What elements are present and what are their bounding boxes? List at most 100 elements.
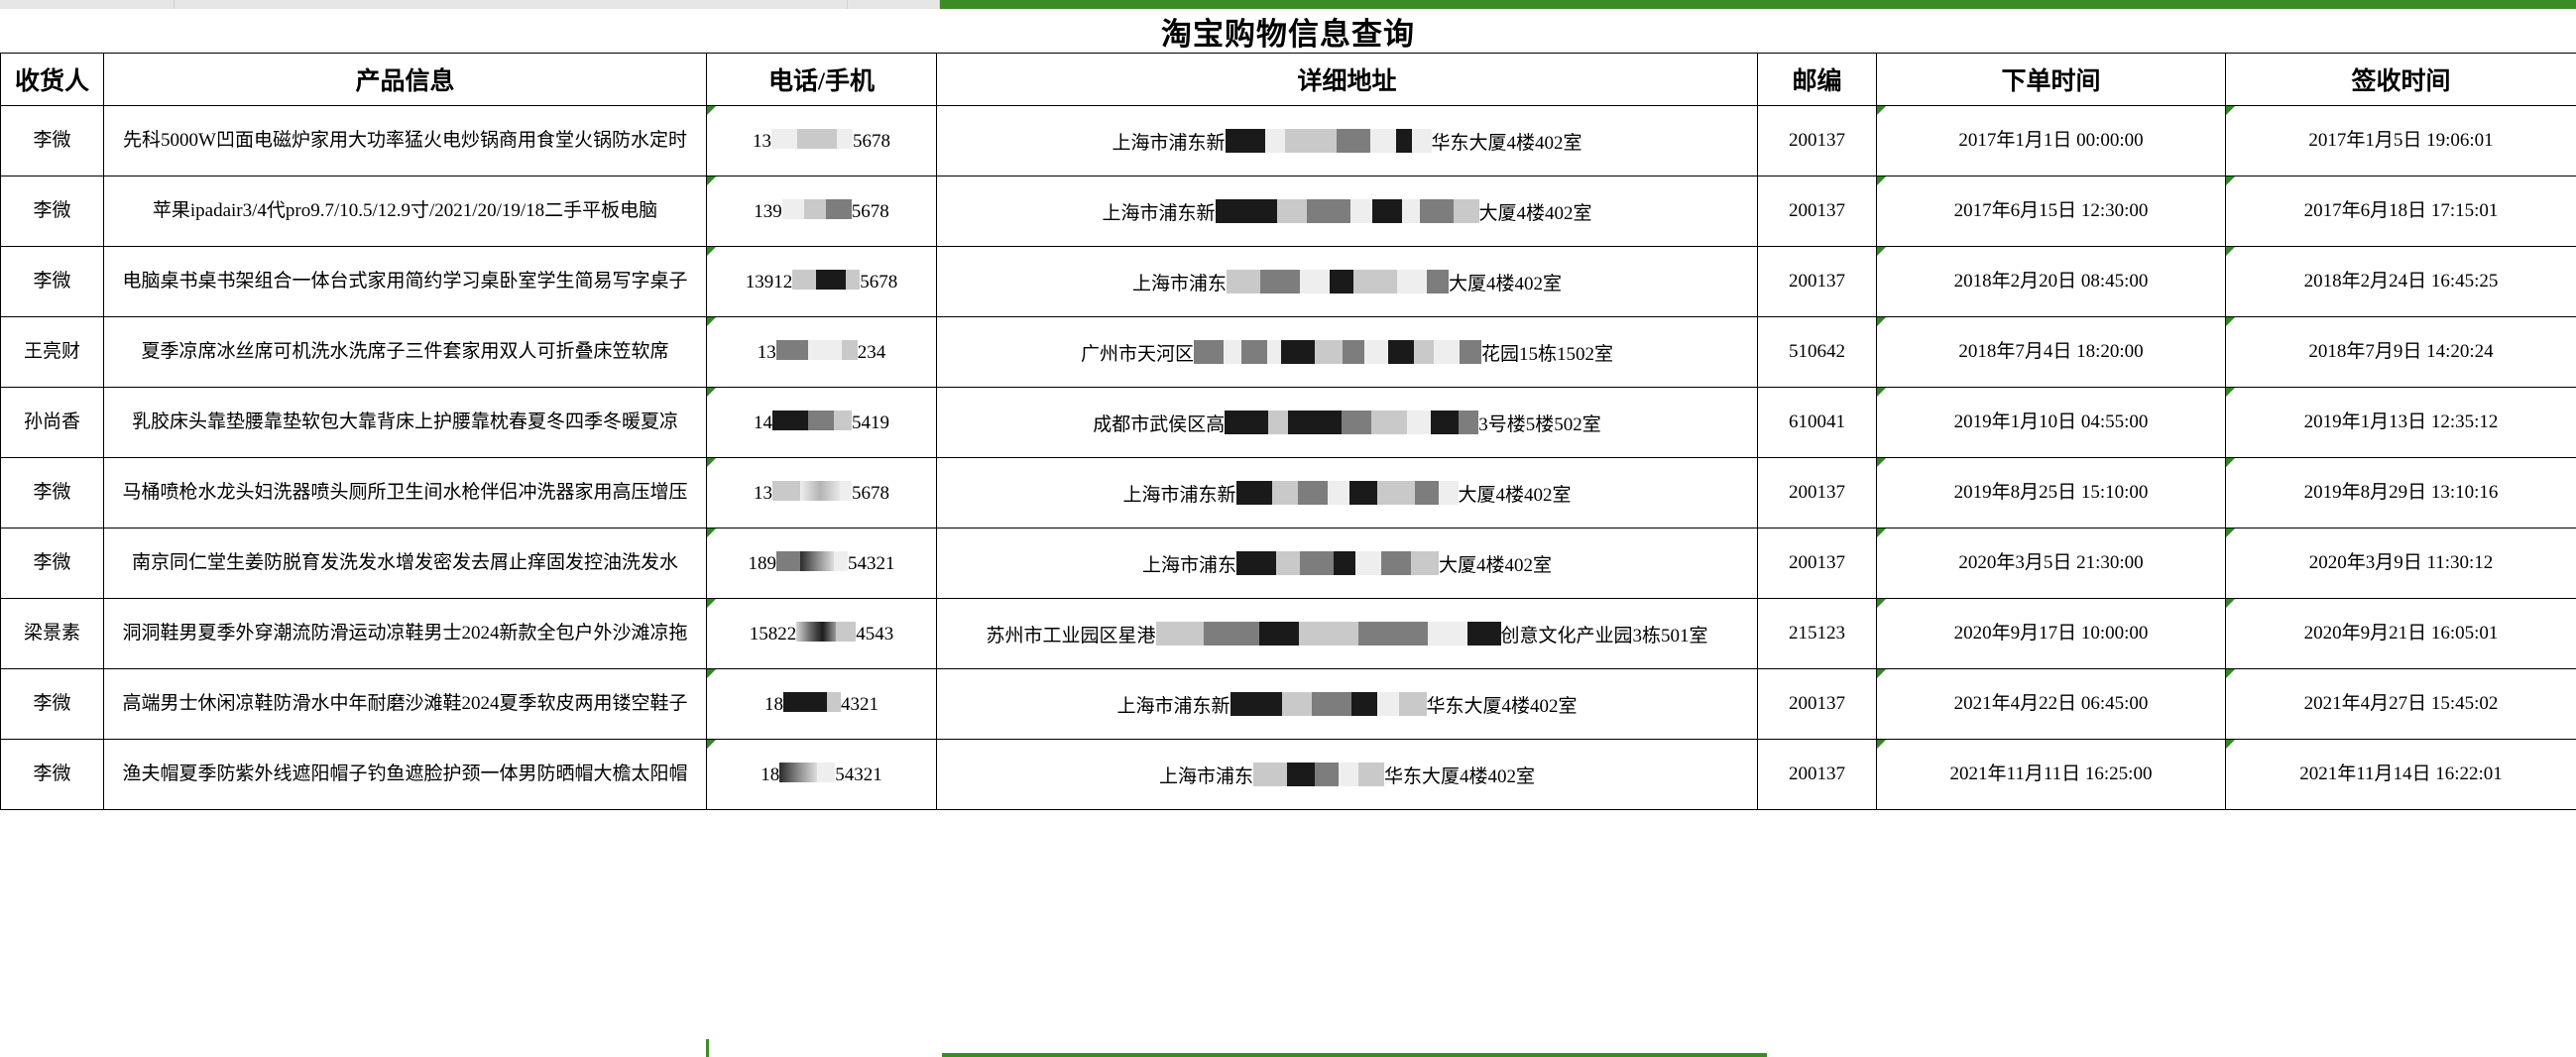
cell-product[interactable]: 乳胶床头靠垫腰靠垫软包大靠背床上护腰靠枕春夏冬四季冬暖夏凉: [103, 387, 707, 458]
cell-zip[interactable]: 200137: [1757, 528, 1877, 599]
cell-order-time[interactable]: 2020年9月17日 10:00:00: [1876, 598, 2226, 669]
cell-recipient[interactable]: 李微: [0, 739, 104, 810]
cell-order-time[interactable]: 2019年8月25日 15:10:00: [1876, 457, 2226, 528]
cell-zip[interactable]: 510642: [1757, 316, 1877, 388]
cell-recipient[interactable]: 孙尚香: [0, 387, 104, 458]
cell-sign-time[interactable]: 2018年7月9日 14:20:24: [2225, 316, 2576, 388]
cell-sign-time[interactable]: 2017年6月18日 17:15:01: [2225, 176, 2576, 247]
table-row[interactable]: 李微 马桶喷枪水龙头妇洗器喷头厕所卫生间水枪伴侣冲洗器家用高压增压 13 5678 上海…: [0, 457, 2576, 528]
cell-zip[interactable]: 200137: [1757, 457, 1877, 528]
cell-product[interactable]: 苹果ipadair3/4代pro9.7/10.5/12.9寸/2021/20/1…: [103, 176, 707, 247]
cell-recipient[interactable]: 李微: [0, 668, 104, 740]
cell-address[interactable]: 上海市浦东 大厦4楼402室: [936, 246, 1758, 317]
cell-recipient[interactable]: 李微: [0, 457, 104, 528]
cell-address[interactable]: 上海市浦东新 华东大厦4楼402室: [936, 668, 1758, 740]
cell-order-time[interactable]: 2020年3月5日 21:30:00: [1876, 528, 2226, 599]
column-header-order-time[interactable]: 下单时间: [1876, 53, 2226, 106]
cell-recipient[interactable]: 梁景素: [0, 598, 104, 669]
cell-product[interactable]: 夏季凉席冰丝席可机洗水洗席子三件套家用双人可折叠床笠软席: [103, 316, 707, 388]
cell-address[interactable]: 苏州市工业园区星港 创意文化产业园3栋501室: [936, 598, 1758, 669]
cell-product[interactable]: 洞洞鞋男夏季外穿潮流防滑运动凉鞋男士2024新款全包户外沙滩凉拖: [103, 598, 707, 669]
table-row[interactable]: 王亮财 夏季凉席冰丝席可机洗水洗席子三件套家用双人可折叠床笠软席 13 234 广州市天…: [0, 316, 2576, 388]
address-suffix: 大厦4楼402室: [1478, 202, 1592, 224]
cell-zip[interactable]: 200137: [1757, 176, 1877, 247]
cell-recipient[interactable]: 王亮财: [0, 316, 104, 388]
cell-address[interactable]: 广州市天河区 花园15栋1502室: [936, 316, 1758, 388]
cell-phone[interactable]: 13912 5678: [706, 246, 937, 317]
cell-product[interactable]: 南京同仁堂生姜防脱育发洗发水增发密发去屑止痒固发控油洗发水: [103, 528, 707, 599]
cell-recipient[interactable]: 李微: [0, 105, 104, 176]
cell-sign-time[interactable]: 2018年2月24日 16:45:25: [2225, 246, 2576, 317]
cell-address[interactable]: 成都市武侯区高 3号楼5楼502室: [936, 387, 1758, 458]
cell-sign-time[interactable]: 2020年9月21日 16:05:01: [2225, 598, 2576, 669]
cell-phone[interactable]: 15822 4543: [706, 598, 937, 669]
column-header-address[interactable]: 详细地址: [936, 53, 1758, 106]
redaction-block: [796, 621, 837, 642]
cell-address[interactable]: 上海市浦东 大厦4楼402室: [936, 528, 1758, 599]
cell-phone[interactable]: 18 4321: [706, 668, 937, 740]
cell-order-time[interactable]: 2017年6月15日 12:30:00: [1876, 176, 2226, 247]
cell-zip[interactable]: 215123: [1757, 598, 1877, 669]
cell-sign-time[interactable]: 2021年4月27日 15:45:02: [2225, 668, 2576, 740]
cell-order-time[interactable]: 2019年1月10日 04:55:00: [1876, 387, 2226, 458]
table-row[interactable]: 李微 先科5000W凹面电磁炉家用大功率猛火电炒锅商用食堂火锅防水定时 13 5678…: [0, 105, 2576, 176]
cell-recipient[interactable]: 李微: [0, 176, 104, 247]
cell-sign-time[interactable]: 2019年1月13日 12:35:12: [2225, 387, 2576, 458]
cell-product[interactable]: 渔夫帽夏季防紫外线遮阳帽子钓鱼遮脸护颈一体男防晒帽大檐太阳帽: [103, 739, 707, 810]
cell-phone[interactable]: 13 5678: [706, 457, 937, 528]
cell-product[interactable]: 先科5000W凹面电磁炉家用大功率猛火电炒锅商用食堂火锅防水定时: [103, 105, 707, 176]
table-row[interactable]: 李微 高端男士休闲凉鞋防滑水中年耐磨沙滩鞋2024夏季软皮两用镂空鞋子 18 4321…: [0, 668, 2576, 740]
cell-address[interactable]: 上海市浦东新 大厦4楼402室: [936, 176, 1758, 247]
cell-order-time[interactable]: 2018年2月20日 08:45:00: [1876, 246, 2226, 317]
redaction-block: [816, 269, 847, 290]
column-header-phone[interactable]: 电话/手机: [706, 53, 937, 106]
cell-zip[interactable]: 200137: [1757, 668, 1877, 740]
cell-order-time[interactable]: 2017年1月1日 00:00:00: [1876, 105, 2226, 176]
cell-phone[interactable]: 139 5678: [706, 176, 937, 247]
cell-sign-time[interactable]: 2019年8月29日 13:10:16: [2225, 457, 2576, 528]
cell-zip[interactable]: 200137: [1757, 739, 1877, 810]
cell-recipient[interactable]: 李微: [0, 246, 104, 317]
column-header-sign-time[interactable]: 签收时间: [2225, 53, 2576, 106]
cell-order-time[interactable]: 2018年7月4日 18:20:00: [1876, 316, 2226, 388]
table-row[interactable]: 李微 苹果ipadair3/4代pro9.7/10.5/12.9寸/2021/20…: [0, 176, 2576, 247]
column-header-recipient[interactable]: 收货人: [0, 53, 104, 106]
table-row[interactable]: 梁景素 洞洞鞋男夏季外穿潮流防滑运动凉鞋男士2024新款全包户外沙滩凉拖 15822…: [0, 598, 2576, 669]
cell-product[interactable]: 高端男士休闲凉鞋防滑水中年耐磨沙滩鞋2024夏季软皮两用镂空鞋子: [103, 668, 707, 740]
cell-zip[interactable]: 200137: [1757, 246, 1877, 317]
masked-phone-value: 18 4321: [764, 690, 878, 719]
cell-product[interactable]: 电脑桌书桌书架组合一体台式家用简约学习桌卧室学生简易写字桌子: [103, 246, 707, 317]
table-row[interactable]: 李微 渔夫帽夏季防紫外线遮阳帽子钓鱼遮脸护颈一体男防晒帽大檐太阳帽 18 54321 上…: [0, 739, 2576, 810]
redaction-block: [1264, 128, 1285, 153]
redaction-block: [1427, 621, 1467, 646]
cell-address[interactable]: 上海市浦东 华东大厦4楼402室: [936, 739, 1758, 810]
cell-error-flag-icon: [2226, 247, 2235, 256]
cell-order-time[interactable]: 2021年4月22日 06:45:00: [1876, 668, 2226, 740]
cell-phone[interactable]: 13 234: [706, 316, 937, 388]
phone-suffix: 5419: [852, 411, 889, 433]
column-header-zip[interactable]: 邮编: [1757, 53, 1877, 106]
table-row[interactable]: 李微 南京同仁堂生姜防脱育发洗发水增发密发去屑止痒固发控油洗发水 189 54321 上…: [0, 528, 2576, 599]
cell-phone[interactable]: 14 5419: [706, 387, 937, 458]
table-row[interactable]: 李微 电脑桌书桌书架组合一体台式家用简约学习桌卧室学生简易写字桌子 13912 567…: [0, 246, 2576, 317]
cell-sign-time[interactable]: 2020年3月9日 11:30:12: [2225, 528, 2576, 599]
cell-address[interactable]: 上海市浦东新 大厦4楼402室: [936, 457, 1758, 528]
cell-order-time[interactable]: 2021年11月11日 16:25:00: [1876, 739, 2226, 810]
cell-phone[interactable]: 18 54321: [706, 739, 937, 810]
phone-prefix: 13: [754, 482, 772, 504]
cell-sign-time[interactable]: 2017年1月5日 19:06:01: [2225, 105, 2576, 176]
redaction-block: [1339, 762, 1358, 786]
cell-product[interactable]: 马桶喷枪水龙头妇洗器喷头厕所卫生间水枪伴侣冲洗器家用高压增压: [103, 457, 707, 528]
cell-error-flag-icon: [707, 599, 716, 608]
cell-recipient[interactable]: 李微: [0, 528, 104, 599]
cell-error-flag-icon: [707, 106, 716, 115]
cell-address[interactable]: 上海市浦东新 华东大厦4楼402室: [936, 105, 1758, 176]
cell-zip[interactable]: 200137: [1757, 105, 1877, 176]
cell-phone[interactable]: 13 5678: [706, 105, 937, 176]
column-header-product[interactable]: 产品信息: [103, 53, 707, 106]
cell-phone[interactable]: 189 54321: [706, 528, 937, 599]
phone-prefix: 13912: [745, 271, 793, 293]
cell-sign-time[interactable]: 2021年11月14日 16:22:01: [2225, 739, 2576, 810]
cell-zip[interactable]: 610041: [1757, 387, 1877, 458]
table-row[interactable]: 孙尚香 乳胶床头靠垫腰靠垫软包大靠背床上护腰靠枕春夏冬四季冬暖夏凉 14 5419 成都…: [0, 387, 2576, 458]
